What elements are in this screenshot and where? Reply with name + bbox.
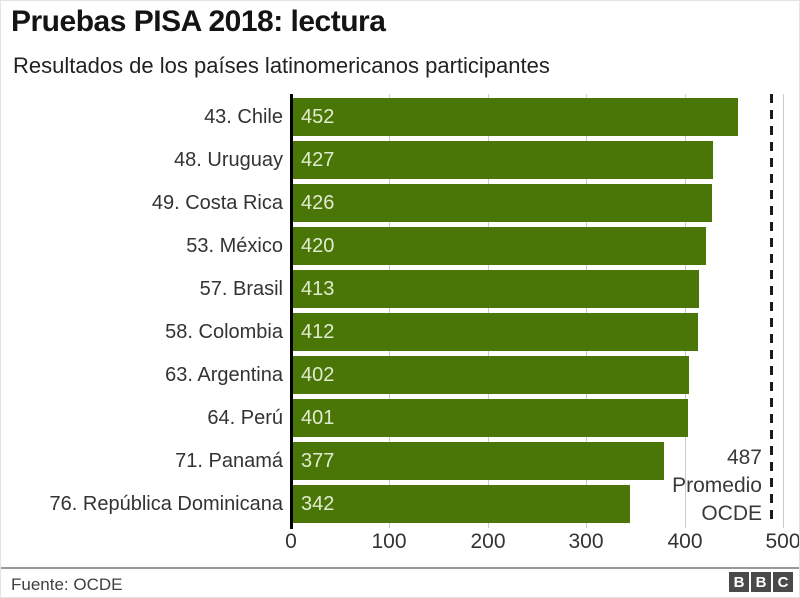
bar: 377 [293, 442, 664, 480]
bbc-logo-letter: B [729, 572, 749, 592]
category-label: 76. República Dominicana [49, 493, 283, 515]
bar: 413 [293, 270, 699, 308]
bar: 420 [293, 227, 706, 265]
bar-row: 49. Costa Rica 426 [1, 184, 799, 222]
x-tick-label-200: 200 [470, 530, 506, 553]
bar: 401 [293, 399, 688, 437]
category-label: 58. Colombia [165, 321, 283, 343]
x-tick-label-300: 300 [568, 530, 604, 553]
category-label: 49. Costa Rica [151, 192, 283, 214]
bar-row: 63. Argentina 402 [1, 356, 799, 394]
bbc-logo-letter: C [773, 572, 793, 592]
ocde-average-label-line: Promedio [672, 474, 762, 497]
bar-value-label: 427 [301, 149, 335, 171]
bar-row: 71. Panamá 377 [1, 442, 799, 480]
bar-value-label: 426 [301, 192, 335, 214]
grid-line-500 [783, 94, 784, 528]
ocde-average-label-line: OCDE [701, 502, 762, 525]
ocde-average-label-line: 487 [726, 446, 762, 469]
bar-row: 43. Chile 452 [1, 98, 799, 136]
bar: 402 [293, 356, 689, 394]
bar-row: 57. Brasil 413 [1, 270, 799, 308]
bar: 412 [293, 313, 698, 351]
category-label: 64. Perú [207, 407, 283, 429]
category-label: 63. Argentina [165, 364, 283, 386]
bar-row: 76. República Dominicana 342 [1, 485, 799, 523]
bar-value-label: 342 [301, 493, 335, 515]
bar: 427 [293, 141, 713, 179]
ocde-average-label: 487 Promedio OCDE [672, 444, 762, 528]
category-label: 43. Chile [204, 106, 283, 128]
bar-value-label: 402 [301, 364, 335, 386]
bar-value-label: 401 [301, 407, 335, 429]
source-text: Fuente: OCDE [11, 575, 123, 594]
bar-row: 58. Colombia 412 [1, 313, 799, 351]
x-tick-label-500: 500 [765, 530, 800, 553]
page-title: Pruebas PISA 2018: lectura [11, 5, 386, 38]
category-label: 48. Uruguay [174, 149, 283, 171]
bar: 426 [293, 184, 712, 222]
grid-line-100 [389, 94, 390, 528]
x-tick-label-0: 0 [285, 530, 297, 553]
bar: 452 [293, 98, 738, 136]
category-label: 53. México [186, 235, 283, 257]
bbc-logo-letter: B [751, 572, 771, 592]
bar-value-label: 412 [301, 321, 335, 343]
bar-value-label: 420 [301, 235, 335, 257]
bar-value-label: 377 [301, 450, 335, 472]
grid-line-200 [488, 94, 489, 528]
bar-row: 64. Perú 401 [1, 399, 799, 437]
footer-divider [1, 567, 799, 569]
category-label: 71. Panamá [175, 450, 283, 472]
y-axis-line [290, 94, 293, 529]
bar-row: 53. México 420 [1, 227, 799, 265]
bar-value-label: 452 [301, 106, 335, 128]
x-tick-label-100: 100 [371, 530, 407, 553]
category-label: 57. Brasil [199, 278, 283, 300]
bar: 342 [293, 485, 630, 523]
chart-subtitle: Resultados de los países latinomericanos… [13, 53, 550, 78]
ocde-average-line [770, 94, 773, 523]
bar-value-label: 413 [301, 278, 335, 300]
grid-line-300 [586, 94, 587, 528]
grid-line-400 [685, 94, 686, 528]
bar-row: 48. Uruguay 427 [1, 141, 799, 179]
x-tick-label-400: 400 [667, 530, 703, 553]
